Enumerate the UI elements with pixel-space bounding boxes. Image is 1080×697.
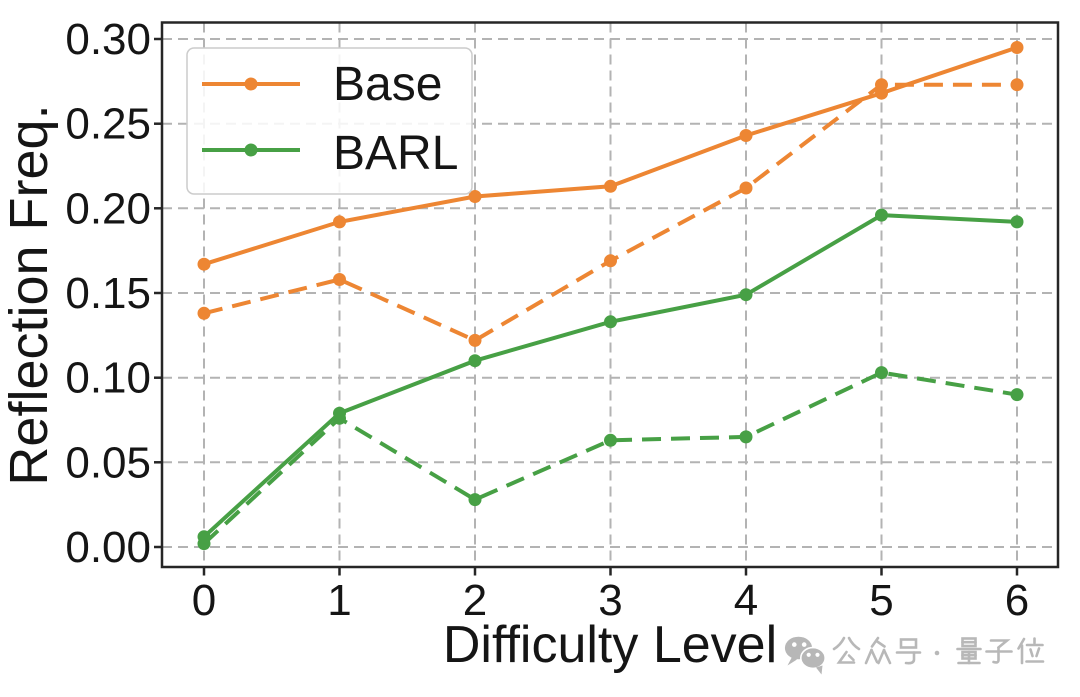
svg-text:3: 3 [598, 576, 622, 625]
svg-text:BARL: BARL [333, 127, 458, 180]
svg-text:6: 6 [1005, 576, 1029, 625]
svg-text:5: 5 [869, 576, 893, 625]
svg-text:0.20: 0.20 [65, 184, 151, 233]
svg-text:0.25: 0.25 [65, 100, 151, 149]
svg-text:Reflection Freq.: Reflection Freq. [0, 104, 59, 485]
svg-text:0.05: 0.05 [65, 438, 151, 487]
svg-text:0.10: 0.10 [65, 354, 151, 403]
svg-text:0.00: 0.00 [65, 523, 151, 572]
svg-text:Base: Base [333, 58, 442, 111]
svg-text:Difficulty Level: Difficulty Level [443, 616, 777, 674]
svg-text:1: 1 [327, 576, 351, 625]
svg-text:0.30: 0.30 [65, 15, 151, 64]
svg-text:2: 2 [463, 576, 487, 625]
svg-text:0: 0 [192, 576, 216, 625]
svg-text:4: 4 [734, 576, 758, 625]
svg-text:0.15: 0.15 [65, 269, 151, 318]
